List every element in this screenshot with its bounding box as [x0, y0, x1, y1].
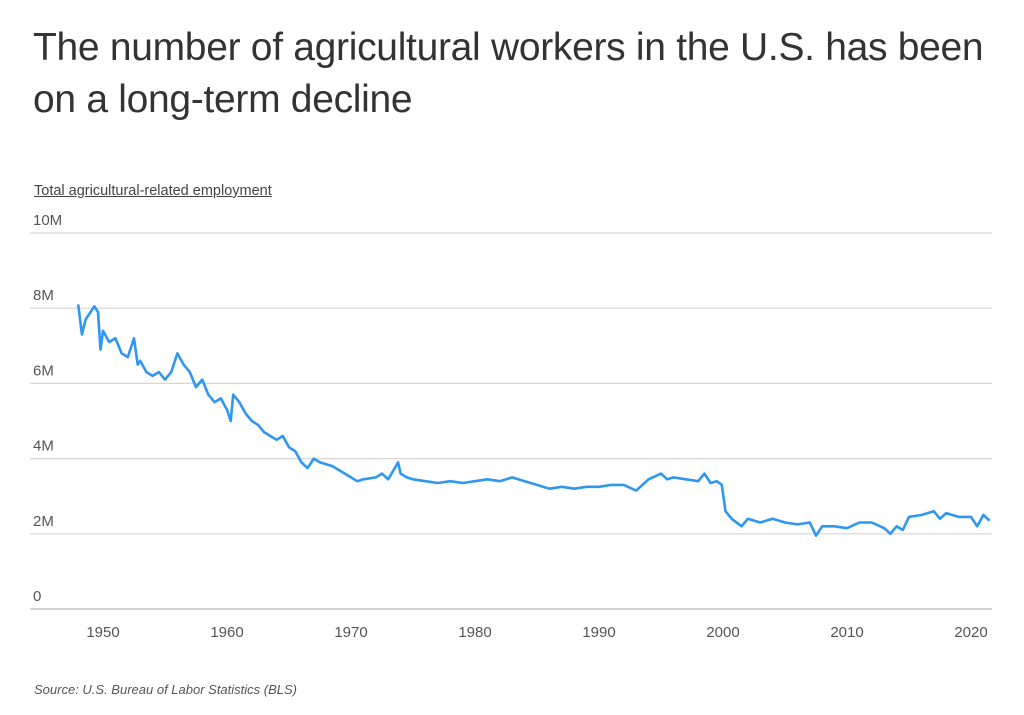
source-note: Source: U.S. Bureau of Labor Statistics … [34, 682, 298, 697]
y-tick-label: 10M [33, 212, 62, 229]
x-tick-label: 1970 [334, 624, 367, 641]
x-tick-label: 2020 [954, 624, 987, 641]
x-tick-label: 2000 [706, 624, 739, 641]
y-tick-label: 6M [33, 362, 54, 379]
x-tick-label: 1980 [458, 624, 491, 641]
y-tick-label: 0 [33, 588, 41, 605]
series-lines [76, 304, 991, 537]
x-tick-label: 1990 [582, 624, 615, 641]
series-line [76, 304, 991, 537]
y-tick-labels: 0 2M 4M 6M 8M 10M [33, 212, 62, 605]
chart-title: The number of agricultural workers in th… [33, 26, 984, 121]
y-tick-label: 4M [33, 438, 54, 455]
x-tick-label: 1960 [210, 624, 243, 641]
x-tick-label: 2010 [830, 624, 863, 641]
y-tick-label: 8M [33, 287, 54, 304]
x-tick-label: 1950 [86, 624, 119, 641]
gridlines [30, 232, 992, 610]
y-tick-label: 2M [33, 513, 54, 530]
y-axis-label: Total agricultural-related employment [34, 183, 272, 199]
x-tick-labels: 1950 1960 1970 1980 1990 2000 2010 2020 [86, 624, 987, 641]
